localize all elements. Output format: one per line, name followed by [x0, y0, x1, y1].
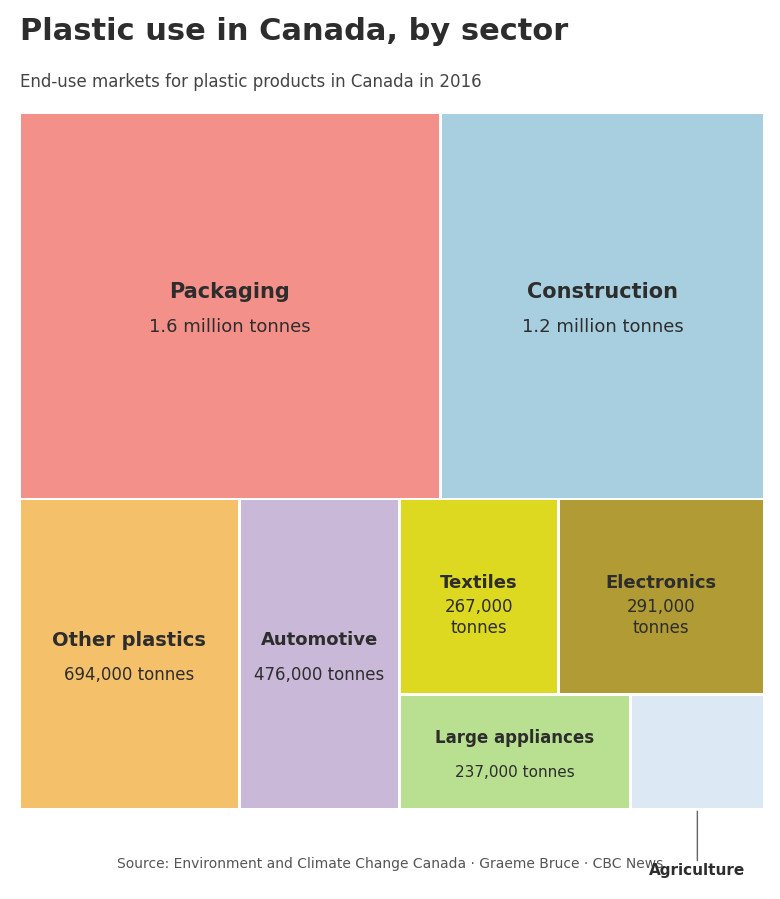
Bar	[441, 114, 763, 498]
Bar	[401, 501, 557, 693]
Bar	[632, 696, 763, 807]
Bar	[21, 114, 439, 498]
Text: 694,000 tonnes: 694,000 tonnes	[64, 666, 194, 684]
Text: 476,000 tonnes: 476,000 tonnes	[254, 666, 385, 684]
Text: Electronics: Electronics	[605, 574, 717, 592]
Text: End-use markets for plastic products in Canada in 2016: End-use markets for plastic products in …	[20, 73, 481, 91]
Bar	[401, 696, 629, 807]
Text: Agriculture: Agriculture	[649, 863, 746, 878]
Text: 291,000
tonnes: 291,000 tonnes	[627, 598, 696, 636]
Text: Plastic use in Canada, by sector: Plastic use in Canada, by sector	[20, 17, 568, 46]
Text: 1.6 million tonnes: 1.6 million tonnes	[149, 317, 310, 335]
Bar	[241, 501, 398, 807]
Text: Large appliances: Large appliances	[435, 729, 594, 747]
Text: Source: Environment and Climate Change Canada · Graeme Bruce · CBC News: Source: Environment and Climate Change C…	[117, 858, 663, 871]
Text: Construction: Construction	[526, 281, 678, 302]
Text: 1.2 million tonnes: 1.2 million tonnes	[522, 317, 683, 335]
Text: Other plastics: Other plastics	[52, 630, 207, 650]
Text: Packaging: Packaging	[169, 281, 290, 302]
Bar	[559, 501, 763, 693]
Text: 237,000 tonnes: 237,000 tonnes	[455, 765, 575, 780]
Text: Textiles: Textiles	[440, 574, 518, 592]
Text: Automotive: Automotive	[261, 631, 378, 649]
Bar	[21, 501, 238, 807]
Text: 267,000
tonnes: 267,000 tonnes	[445, 598, 513, 636]
